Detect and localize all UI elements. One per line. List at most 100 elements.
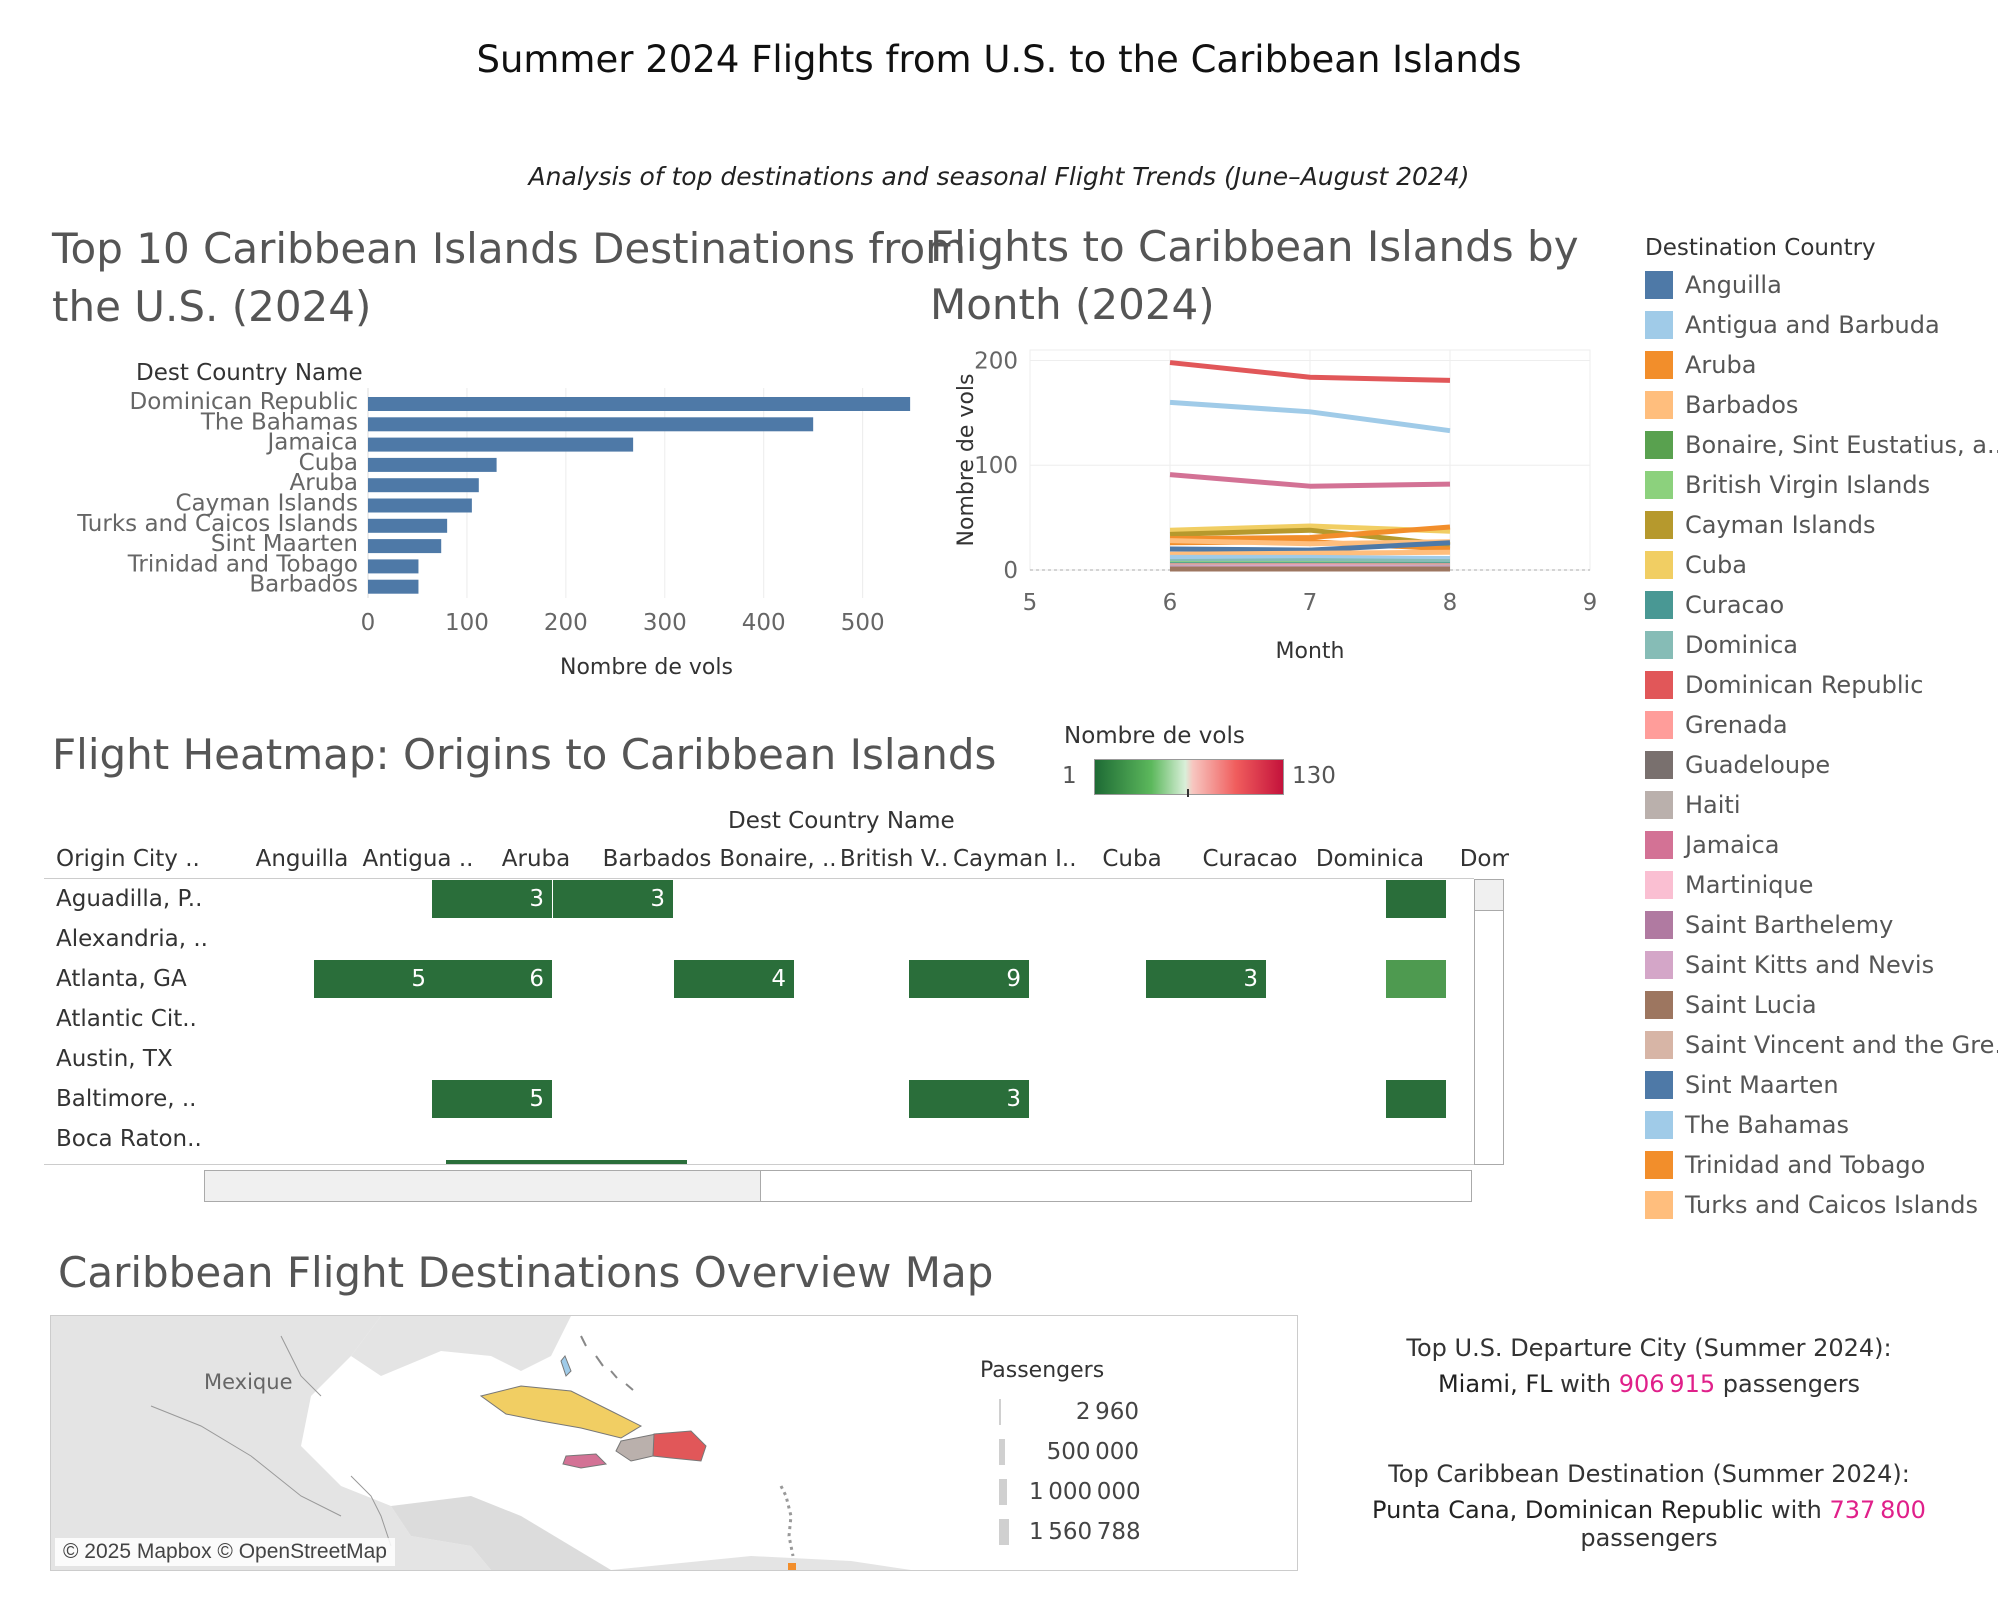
legend-item[interactable]: Aruba (1645, 345, 1998, 385)
map-view[interactable]: Mexique © 2025 Mapbox © OpenStreetMap Pa… (50, 1315, 1298, 1571)
line-series-dominican-republic[interactable] (1169, 360, 1451, 383)
bar[interactable] (368, 579, 419, 594)
legend-item[interactable]: Jamaica (1645, 825, 1998, 865)
heatmap-row-label[interactable]: Alexandria, .. (56, 926, 208, 952)
legend-item[interactable]: Haiti (1645, 785, 1998, 825)
bar[interactable] (368, 478, 479, 493)
map-region-cuba[interactable] (479, 1385, 643, 1439)
legend-item[interactable]: Barbados (1645, 385, 1998, 425)
heatmap-row-label[interactable]: Atlanta, GA (56, 966, 187, 992)
heatmap-cell[interactable]: 6 (432, 960, 552, 998)
legend-item[interactable]: Antigua and Barbuda (1645, 305, 1998, 345)
heatmap-cell[interactable]: 9 (909, 960, 1029, 998)
legend-item[interactable]: Dominican Republic (1645, 665, 1998, 705)
bar[interactable] (368, 437, 634, 452)
heatmap-row-label[interactable]: Austin, TX (56, 1046, 173, 1072)
legend-item[interactable]: Saint Lucia (1645, 985, 1998, 1025)
legend-label: Saint Lucia (1685, 991, 1817, 1019)
legend-item[interactable]: Bonaire, Sint Eustatius, a.. (1645, 425, 1998, 465)
heatmap-cell[interactable] (1386, 880, 1446, 918)
line-series-jamaica[interactable] (1169, 472, 1451, 489)
heatmap-horizontal-scroll-thumb[interactable] (205, 1171, 761, 1201)
heatmap-column-header[interactable]: Dominica (1315, 846, 1425, 872)
heatmap-vertical-scrollbar[interactable] (1474, 879, 1504, 1165)
heatmap-vertical-scroll-thumb[interactable] (1475, 880, 1503, 911)
map-region-haiti[interactable] (615, 1433, 657, 1462)
heatmap-cell[interactable]: 4 (674, 960, 794, 998)
heatmap-cell[interactable]: 3 (909, 1080, 1029, 1118)
heatmap-column-header[interactable]: British V.. (839, 846, 949, 872)
legend-item[interactable]: Saint Barthelemy (1645, 905, 1998, 945)
heatmap-title: Flight Heatmap: Origins to Caribbean Isl… (52, 730, 997, 779)
bar[interactable] (368, 559, 419, 574)
legend-swatch (1645, 831, 1673, 859)
size-legend-item: 1 000 000 (981, 1472, 1181, 1512)
map-region-jamaica[interactable] (562, 1453, 608, 1469)
heatmap-cell[interactable]: 3 (1146, 960, 1266, 998)
bar-x-tick-label: 200 (544, 610, 588, 636)
heatmap-cell[interactable] (1386, 960, 1446, 998)
heatmap-row-label[interactable]: Boca Raton.. (56, 1126, 202, 1152)
heatmap-cell[interactable]: 5 (432, 1080, 552, 1118)
map-region-the-bahamas[interactable] (560, 1355, 572, 1377)
bar[interactable] (368, 518, 448, 533)
map-region-dominican-republic[interactable] (652, 1430, 707, 1462)
heatmap-horizontal-scrollbar[interactable] (204, 1170, 1472, 1202)
bar[interactable] (368, 417, 814, 432)
top-destination-value: 737 800 (1829, 1496, 1926, 1524)
line-series-the-bahamas[interactable] (1169, 399, 1451, 434)
heatmap-cell[interactable]: 5 (314, 960, 434, 998)
line-series-sint-maarten[interactable] (1169, 540, 1451, 553)
legend-swatch (1645, 1111, 1673, 1139)
map-attribution[interactable]: © 2025 Mapbox © OpenStreetMap (55, 1538, 395, 1566)
map-land-mexico (51, 1316, 491, 1570)
line-series-antigua-and-barbuda[interactable] (1170, 554, 1451, 561)
heatmap-column-header[interactable]: Anguilla (255, 846, 349, 872)
legend-label: British Virgin Islands (1685, 471, 1931, 499)
legend-swatch (1645, 551, 1673, 579)
legend-item[interactable]: Trinidad and Tobago (1645, 1145, 1998, 1185)
line-series-turks-and-caicos-islands[interactable] (1169, 538, 1451, 547)
heatmap-row-label[interactable]: Baltimore, .. (56, 1086, 197, 1112)
bar[interactable] (368, 498, 472, 513)
bar[interactable] (368, 539, 442, 554)
legend-item[interactable]: Cuba (1645, 545, 1998, 585)
heatmap-column-header[interactable]: Antigua .. (362, 846, 474, 872)
legend-item[interactable]: Guadeloupe (1645, 745, 1998, 785)
legend-item[interactable]: Martinique (1645, 865, 1998, 905)
heatmap-cell[interactable] (1386, 1080, 1446, 1118)
legend-label: Dominican Republic (1685, 671, 1924, 699)
legend-item[interactable]: Curacao (1645, 585, 1998, 625)
legend-item[interactable]: Anguilla (1645, 265, 1998, 305)
heatmap-row-label[interactable]: Aguadilla, P.. (56, 886, 203, 912)
legend-item[interactable]: Dominica (1645, 625, 1998, 665)
heatmap-column-header[interactable]: Bonaire, .. (719, 846, 837, 872)
legend-item[interactable]: Saint Kitts and Nevis (1645, 945, 1998, 985)
heatmap-column-header[interactable]: Cuba (1102, 846, 1162, 872)
legend-item[interactable]: Cayman Islands (1645, 505, 1998, 545)
heatmap-cell[interactable]: 3 (553, 880, 673, 918)
heatmap-column-header[interactable]: Cayman I.. (953, 846, 1077, 872)
heatmap-column-header[interactable]: Domi (1459, 846, 1509, 872)
heatmap-column-header[interactable]: Barbados (602, 846, 712, 872)
legend-item[interactable]: Grenada (1645, 705, 1998, 745)
heatmap-cell[interactable]: 3 (432, 880, 552, 918)
line-series-aruba[interactable] (1169, 524, 1451, 542)
legend-label: Barbados (1685, 391, 1799, 419)
legend-item[interactable]: The Bahamas (1645, 1105, 1998, 1145)
legend-item[interactable]: Saint Vincent and the Gre.. (1645, 1025, 1998, 1065)
legend-item[interactable]: Turks and Caicos Islands (1645, 1185, 1998, 1225)
bar[interactable] (368, 457, 497, 472)
bar[interactable] (368, 397, 911, 411)
line-series-barbados[interactable] (1169, 549, 1451, 557)
legend-swatch (1645, 311, 1673, 339)
heatmap-column-header[interactable]: Curacao (1202, 846, 1298, 872)
top-departure-title: Top U.S. Departure City (Summer 2024): (1406, 1334, 1892, 1362)
line-chart-title: Flights to Caribbean Islands by Month (2… (930, 218, 1579, 334)
map-region-trinidad[interactable] (788, 1563, 796, 1570)
legend-item[interactable]: British Virgin Islands (1645, 465, 1998, 505)
legend-swatch (1645, 1151, 1673, 1179)
heatmap-row-label[interactable]: Atlantic Cit.. (56, 1006, 197, 1032)
legend-item[interactable]: Sint Maarten (1645, 1065, 1998, 1105)
heatmap-column-header[interactable]: Aruba (501, 846, 571, 872)
